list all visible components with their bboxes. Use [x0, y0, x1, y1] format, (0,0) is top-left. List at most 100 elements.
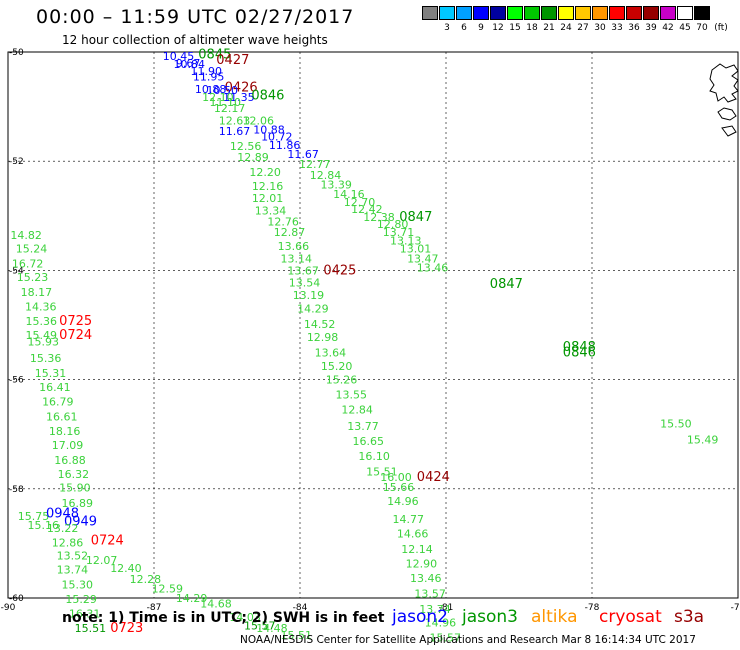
colorbar-tick-label: 9 — [478, 23, 484, 33]
wave-height-label: 15.93 — [27, 335, 59, 348]
wave-height-label: 15.51 — [75, 622, 107, 635]
wave-height-label: 15.57 — [244, 619, 275, 632]
pass-time-label: 0847 — [490, 277, 523, 292]
legend-cryosat: cryosat — [599, 607, 662, 627]
wave-height-label: 10.84 — [173, 58, 205, 71]
latitude-tick-label: -60 — [9, 594, 24, 604]
wave-height-label: 13.66 — [278, 240, 310, 253]
wave-height-label: 15.51 — [366, 465, 398, 478]
pass-time-label: 0424 — [417, 470, 450, 485]
wave-height-label: 17.09 — [52, 439, 84, 452]
wave-height-label: 16.41 — [39, 381, 71, 394]
wave-height-label: 15.57 — [429, 631, 461, 644]
wave-height-label: 14.96 — [387, 495, 419, 508]
colorbar-swatch — [558, 6, 574, 20]
wave-height-label: 13.71 — [383, 226, 415, 239]
pass-time-label: 0847 — [399, 210, 432, 225]
colorbar-tick-label: 6 — [461, 23, 467, 33]
colorbar-tick-label: 15 — [509, 23, 521, 33]
colorbar-unit: (ft) — [714, 23, 728, 33]
colorbar-swatch — [456, 6, 472, 20]
wave-height-label: 13.74 — [419, 603, 451, 616]
latitude-tick-label: -56 — [9, 376, 24, 386]
pass-time-label: 0848 — [563, 340, 596, 355]
wave-height-label: 13.14 — [281, 252, 313, 265]
wave-height-label: 15.29 — [65, 593, 97, 606]
longitude-tick-label: -78 — [585, 603, 600, 613]
wave-height-label: 11.10 — [209, 96, 241, 109]
wave-height-label: 13.52 — [57, 549, 89, 562]
wave-height-label: 16.79 — [42, 395, 74, 408]
wave-height-label: 16.31 — [69, 607, 101, 620]
colorbar-swatch — [694, 6, 710, 20]
wave-height-label: 12.90 — [406, 558, 438, 571]
colorbar-swatch — [643, 6, 659, 20]
wave-height-label: 12.07 — [86, 554, 118, 567]
wave-height-label: 18.17 — [21, 286, 53, 299]
colorbar-swatch — [473, 6, 489, 20]
wave-height-label: 16.72 — [12, 257, 44, 270]
colorbar-swatch — [592, 6, 608, 20]
wave-height-label: 15.50 — [660, 417, 692, 430]
pass-time-label: 0426 — [225, 80, 258, 95]
wave-height-label: 16.10 — [358, 450, 390, 463]
wave-height-label: 15.20 — [321, 360, 353, 373]
pass-time-label: 0725 — [59, 314, 92, 329]
colorbar-swatch — [490, 6, 506, 20]
longitude-tick-label: -87 — [147, 603, 162, 613]
latitude-tick-label: -54 — [9, 266, 24, 276]
wave-height-label: 14.82 — [10, 229, 42, 242]
wave-height-label: 12.42 — [351, 203, 383, 216]
wave-height-label: 11.67 — [287, 148, 319, 161]
wave-height-label: 15.31 — [35, 367, 66, 380]
wave-height-label: 15.66 — [383, 481, 415, 494]
coastline-outline — [709, 63, 739, 137]
pass-time-label: 0723 — [110, 621, 143, 636]
wave-height-label: 11.86 — [269, 139, 301, 152]
wave-height-label: 10.45 — [163, 50, 195, 63]
page-title: 00:00 – 11:59 UTC 02/27/2017 — [36, 6, 355, 28]
wave-height-label: 13.22 — [47, 522, 79, 535]
wave-height-label: 12.20 — [249, 166, 280, 179]
colorbar-tick-label: 45 — [679, 23, 691, 33]
wave-height-label: 12.77 — [299, 158, 331, 171]
wave-height-label: 13.34 — [255, 204, 286, 217]
map-frame — [7, 51, 739, 599]
wave-height-label: 14.77 — [392, 513, 424, 526]
colorbar-swatch — [507, 6, 523, 20]
pass-time-label: 0724 — [91, 534, 124, 549]
footer-note: note: 1) Time is in UTC; 2) SWH is in fe… — [62, 610, 385, 626]
pass-time-label: 0845 — [198, 48, 231, 63]
wave-height-label: 10.88 — [253, 124, 285, 137]
wave-height-label: 12.76 — [267, 215, 299, 228]
wave-height-label: 15.90 — [59, 482, 91, 495]
legend-s3a: s3a — [674, 607, 705, 627]
wave-height-label: 12.16 — [252, 180, 284, 193]
wave-height-label: 16.32 — [58, 468, 90, 481]
wave-height-label: 13.46 — [417, 262, 449, 275]
wave-height-label: 14.29 — [297, 303, 329, 316]
wave-height-label: 12.40 — [110, 562, 142, 575]
wave-height-label: 10.88 — [195, 83, 227, 96]
colorbar-swatch — [609, 6, 625, 20]
wave-height-label: 12.87 — [274, 226, 306, 239]
colorbar-tick-label: 42 — [662, 23, 674, 33]
wave-height-label: 12.89 — [237, 151, 269, 164]
colorbar-tick-label: 3 — [444, 23, 450, 33]
wave-height-label: 15.36 — [26, 315, 58, 328]
legend-jason3: jason3 — [462, 607, 518, 627]
wave-height-label: 12.84 — [341, 404, 373, 417]
wave-height-label: 11.35 — [223, 91, 255, 104]
wave-height-label: 11.67 — [219, 125, 251, 138]
wave-height-label: 12.06 — [243, 114, 275, 127]
legend-jason2: jason2 — [392, 607, 448, 627]
wave-height-label: 15.16 — [27, 519, 59, 532]
colorbar-swatch — [677, 6, 693, 20]
wave-height-label: 12.38 — [363, 211, 395, 224]
wave-height-label: 13.55 — [336, 388, 368, 401]
wave-height-label: 13.13 — [390, 234, 422, 247]
wave-height-label: 12.80 — [377, 218, 409, 231]
wave-height-label: 18.16 — [49, 425, 81, 438]
colorbar-swatch — [422, 6, 438, 20]
